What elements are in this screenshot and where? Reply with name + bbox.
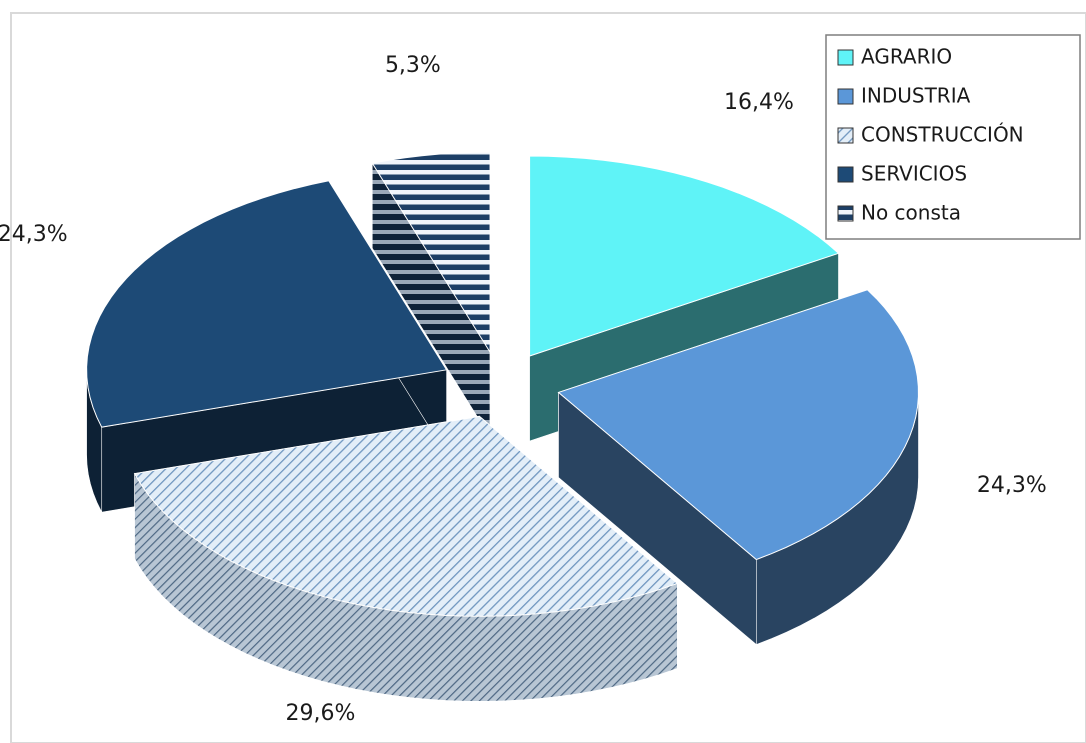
legend-label-servicios: SERVICIOS xyxy=(861,162,967,186)
pie-slice-no-consta xyxy=(371,151,491,439)
data-label-servicios: 24,3% xyxy=(0,222,68,247)
slice-top xyxy=(529,155,840,357)
data-label-industria: 24,3% xyxy=(977,473,1047,498)
legend-label-no-consta: No consta xyxy=(861,201,961,225)
pie-slice-servicios xyxy=(86,179,448,513)
slice-top xyxy=(557,289,919,561)
legend-label-agrario: AGRARIO xyxy=(861,45,952,69)
legend-swatch-servicios xyxy=(837,166,854,183)
slice-top xyxy=(371,151,491,354)
slice-top xyxy=(86,180,448,428)
data-label-no-consta: 5,3% xyxy=(385,53,441,78)
legend: AGRARIO INDUSTRIA CONSTRUCCIÓN SERVICIOS No … xyxy=(825,34,1081,240)
pie-slice-construccion xyxy=(133,415,679,702)
slice-top xyxy=(133,415,679,617)
legend-swatch-industria xyxy=(837,88,854,105)
slices-layer xyxy=(86,151,919,702)
data-labels-layer: 16,4% 24,3% 29,6% 24,3% 5,3% xyxy=(0,53,1047,726)
legend-swatch-construccion xyxy=(837,127,854,144)
legend-label-industria: INDUSTRIA xyxy=(861,84,971,108)
data-label-construccion: 29,6% xyxy=(285,701,355,726)
pie-slice-industria xyxy=(557,289,919,646)
legend-box xyxy=(825,34,1081,240)
legend-swatch-agrario xyxy=(837,49,854,66)
data-label-agrario: 16,4% xyxy=(724,90,794,115)
legend-swatch-no-consta xyxy=(837,205,854,222)
legend-label-construccion: CONSTRUCCIÓN xyxy=(861,123,1024,147)
